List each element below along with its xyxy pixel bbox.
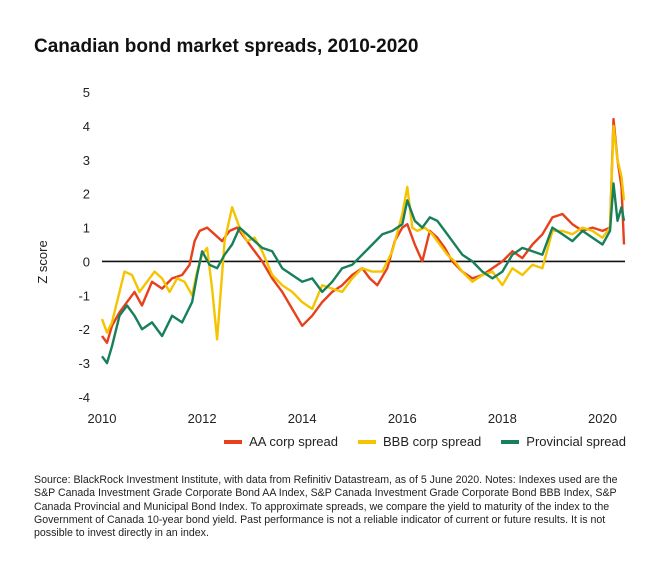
y-axis-ticks: 5 4 3 2 1 0 -1 -2 -3 -4 xyxy=(78,85,90,405)
x-tick-label: 2012 xyxy=(188,411,217,426)
y-tick-label: 3 xyxy=(83,153,90,168)
series-lines xyxy=(100,117,626,365)
source-note: Source: BlackRock Investment Institute, … xyxy=(34,474,618,540)
y-axis-label: Z score xyxy=(35,240,50,283)
x-axis-ticks: 2010 2012 2014 2016 2018 2020 xyxy=(88,411,617,426)
x-tick-label: 2020 xyxy=(588,411,617,426)
legend-swatch-aa xyxy=(224,439,243,444)
x-tick-label: 2014 xyxy=(288,411,317,426)
y-tick-label: -2 xyxy=(78,322,90,337)
x-tick-label: 2018 xyxy=(488,411,517,426)
chart-title: Canadian bond market spreads, 2010-2020 xyxy=(34,36,419,57)
legend: AA corp spread BBB corp spread Provincia… xyxy=(224,434,626,449)
legend-item-bbb[interactable]: BBB corp spread xyxy=(358,434,481,449)
y-tick-label: 5 xyxy=(83,85,90,100)
y-tick-label: 0 xyxy=(83,254,90,269)
y-tick-label: -3 xyxy=(78,356,90,371)
y-tick-label: -1 xyxy=(78,288,90,303)
legend-swatch-provincial xyxy=(501,439,520,444)
x-tick-label: 2016 xyxy=(388,411,417,426)
y-tick-label: -4 xyxy=(78,390,90,405)
series-aa-corp-spread xyxy=(101,117,626,344)
x-tick-label: 2010 xyxy=(88,411,117,426)
y-tick-label: 1 xyxy=(83,221,90,236)
y-tick-label: 2 xyxy=(83,187,90,202)
legend-item-provincial[interactable]: Provincial spread xyxy=(501,434,626,449)
legend-label-bbb: BBB corp spread xyxy=(383,434,482,449)
legend-item-aa[interactable]: AA corp spread xyxy=(224,434,338,449)
legend-label-aa: AA corp spread xyxy=(249,434,338,449)
series-bbb-corp-spread xyxy=(100,124,626,341)
legend-swatch-bbb xyxy=(358,439,376,444)
series-provincial-spread xyxy=(101,182,626,365)
y-tick-label: 4 xyxy=(83,119,90,134)
legend-label-provincial: Provincial spread xyxy=(526,434,626,449)
